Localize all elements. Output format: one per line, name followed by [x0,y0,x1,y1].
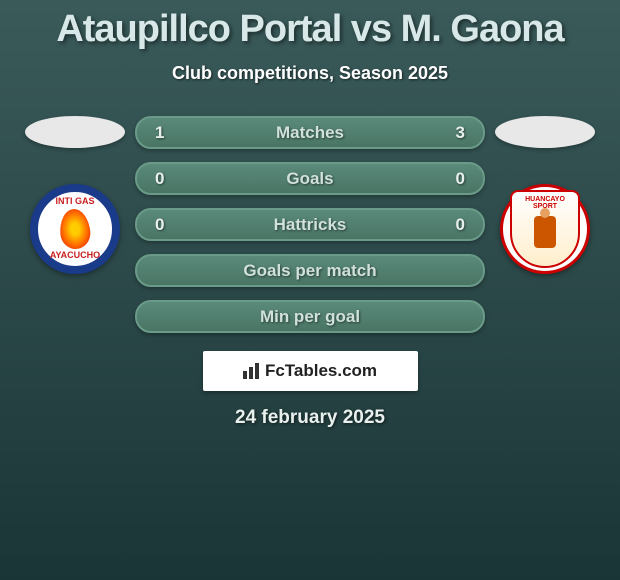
shield-icon: HUANCAYO SPORT [510,190,580,268]
left-column: INTI GAS AYACUCHO [25,116,125,274]
left-club-logo: INTI GAS AYACUCHO [30,184,120,274]
stat-label: Matches [276,123,344,143]
stat-label: Hattricks [274,215,347,235]
left-player-avatar [25,116,125,148]
stat-bar-hattricks: 0 Hattricks 0 [135,208,485,241]
footer-brand-text: FcTables.com [265,361,377,381]
right-player-avatar [495,116,595,148]
stat-bar-goals-per-match: Goals per match [135,254,485,287]
left-club-logo-content: INTI GAS AYACUCHO [50,197,100,261]
stat-right-value: 0 [445,215,465,235]
stat-left-value: 0 [155,215,175,235]
left-club-top-text: INTI GAS [50,197,100,207]
stat-left-value: 1 [155,123,175,143]
bar-chart-icon [243,363,259,379]
stat-right-value: 3 [445,123,465,143]
right-column: HUANCAYO SPORT [495,116,595,274]
stat-bar-min-per-goal: Min per goal [135,300,485,333]
mascot-icon [534,216,556,248]
left-club-bottom-text: AYACUCHO [50,251,100,261]
date-text: 24 february 2025 [0,407,620,429]
right-club-top-text: HUANCAYO [525,196,565,203]
right-club-logo: HUANCAYO SPORT [500,184,590,274]
stat-bar-goals: 0 Goals 0 [135,162,485,195]
footer-brand-badge: FcTables.com [203,351,418,391]
flame-icon [58,208,91,250]
comparison-content: INTI GAS AYACUCHO 1 Matches 3 0 Goals 0 … [0,116,620,333]
stats-bars: 1 Matches 3 0 Goals 0 0 Hattricks 0 Goal… [135,116,485,333]
stat-label: Min per goal [260,307,360,327]
stat-label: Goals [286,169,333,189]
page-title: Ataupillco Portal vs M. Gaona [0,0,620,51]
stat-label: Goals per match [243,261,376,281]
stat-right-value: 0 [445,169,465,189]
stat-bar-matches: 1 Matches 3 [135,116,485,149]
subtitle: Club competitions, Season 2025 [0,63,620,84]
stat-left-value: 0 [155,169,175,189]
